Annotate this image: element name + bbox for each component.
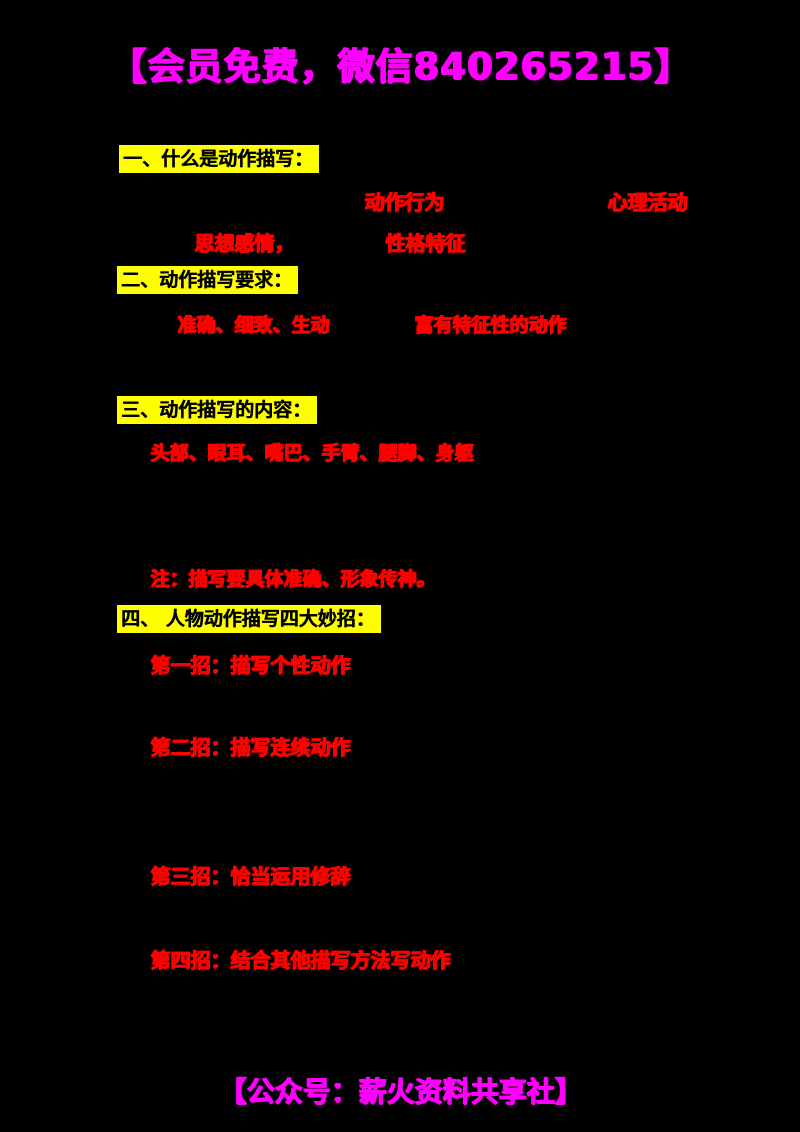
section-1-heading: 一、什么是动作描写：: [119, 145, 320, 173]
section-3-note: 注：描写要具体准确、形象传神。: [150, 568, 436, 590]
section-1-answer-thoughts-feelings: 思想感情，: [194, 231, 294, 255]
section-4-tip-3: 第三招：恰当运用修辞: [150, 864, 350, 888]
section-2-answer-characteristic-actions: 富有特征性的动作: [414, 314, 567, 336]
section-2-heading: 二、动作描写要求：: [117, 266, 299, 294]
section-1-answer-psych-activity: 心理活动: [607, 190, 687, 214]
section-3-answer-body-parts: 头部、眼耳、嘴巴、手臂、腿脚、身躯: [150, 442, 474, 464]
section-3-heading: 三、动作描写的内容：: [117, 396, 318, 424]
section-4-heading: 四、 人物动作描写四大妙招：: [117, 605, 381, 633]
section-2-answer-requirements: 准确、细致、生动: [177, 314, 330, 336]
section-4-tip-1: 第一招：描写个性动作: [150, 653, 350, 677]
section-1-answer-personality-traits: 性格特征: [385, 231, 465, 255]
section-4-tip-2: 第二招：描写连续动作: [150, 735, 350, 759]
promo-banner-footer: 【公众号：薪火资料共享社】: [217, 1075, 582, 1108]
section-1-answer-action-behavior: 动作行为: [364, 190, 444, 214]
section-4-tip-4: 第四招：结合其他描写方法写动作: [150, 948, 450, 972]
promo-banner-title: 【会员免费，微信840265215】: [108, 45, 692, 88]
